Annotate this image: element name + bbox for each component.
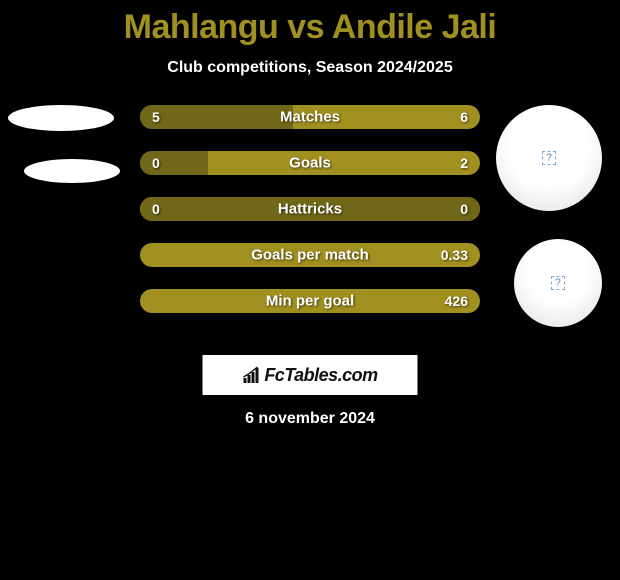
stat-label: Min per goal bbox=[266, 293, 354, 310]
stat-label: Hattricks bbox=[278, 201, 342, 218]
stat-row: Min per goal 426 bbox=[140, 289, 480, 313]
stat-right-value: 0.33 bbox=[441, 247, 468, 263]
bars-container: Matches 5 6 Goals 0 2 Hattricks 0 0 Goals per mat… bbox=[140, 105, 480, 335]
page-title: Mahlangu vs Andile Jali bbox=[0, 0, 620, 47]
stat-left-value: 0 bbox=[152, 155, 160, 171]
stat-row: Matches 5 6 bbox=[140, 105, 480, 129]
comparison-chart: Matches 5 6 Goals 0 2 Hattricks 0 0 Goals per mat… bbox=[0, 105, 620, 325]
stat-right-value: 2 bbox=[460, 155, 468, 171]
stat-right-value: 426 bbox=[445, 293, 468, 309]
player-oval bbox=[8, 105, 114, 131]
bar-fill bbox=[140, 105, 293, 129]
placeholder-icon bbox=[551, 276, 565, 290]
placeholder-icon bbox=[542, 151, 556, 165]
chart-icon bbox=[242, 366, 262, 384]
subtitle: Club competitions, Season 2024/2025 bbox=[0, 59, 620, 77]
stat-row: Goals 0 2 bbox=[140, 151, 480, 175]
stat-label: Goals per match bbox=[251, 247, 369, 264]
stat-label: Matches bbox=[280, 109, 340, 126]
date-line: 6 november 2024 bbox=[245, 410, 375, 428]
stat-left-value: 0 bbox=[152, 201, 160, 217]
stat-label: Goals bbox=[289, 155, 331, 172]
logo-text: FcTables.com bbox=[264, 365, 377, 386]
player-oval bbox=[24, 159, 120, 183]
player-circle bbox=[496, 105, 602, 211]
stat-right-value: 6 bbox=[460, 109, 468, 125]
logo-box: FcTables.com bbox=[203, 355, 418, 395]
player-circle bbox=[514, 239, 602, 327]
stat-row: Hattricks 0 0 bbox=[140, 197, 480, 221]
stat-right-value: 0 bbox=[460, 201, 468, 217]
stat-left-value: 5 bbox=[152, 109, 160, 125]
bar-fill bbox=[140, 151, 208, 175]
stat-row: Goals per match 0.33 bbox=[140, 243, 480, 267]
